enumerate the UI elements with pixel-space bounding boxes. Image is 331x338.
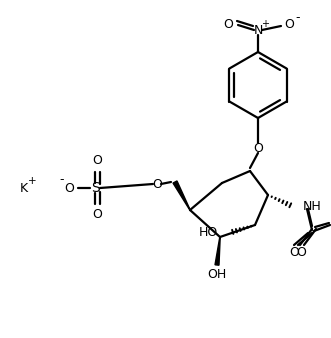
Text: O: O	[92, 209, 102, 221]
Text: N: N	[253, 24, 263, 37]
Text: K: K	[20, 183, 28, 195]
Text: O: O	[253, 142, 263, 154]
Text: +: +	[28, 176, 36, 186]
Text: NH: NH	[303, 199, 322, 213]
Text: O: O	[64, 183, 74, 195]
Text: S: S	[91, 181, 99, 195]
Text: O: O	[284, 19, 294, 31]
Text: O: O	[289, 246, 299, 260]
Text: O: O	[152, 177, 162, 191]
Text: O: O	[296, 246, 306, 260]
Text: -: -	[296, 11, 300, 24]
Text: OH: OH	[208, 267, 227, 281]
Text: -: -	[60, 173, 64, 187]
Text: +: +	[261, 19, 269, 29]
Text: O: O	[92, 154, 102, 168]
Text: O: O	[223, 18, 233, 30]
Polygon shape	[215, 237, 220, 265]
Polygon shape	[173, 181, 190, 210]
Text: HO: HO	[199, 225, 218, 239]
